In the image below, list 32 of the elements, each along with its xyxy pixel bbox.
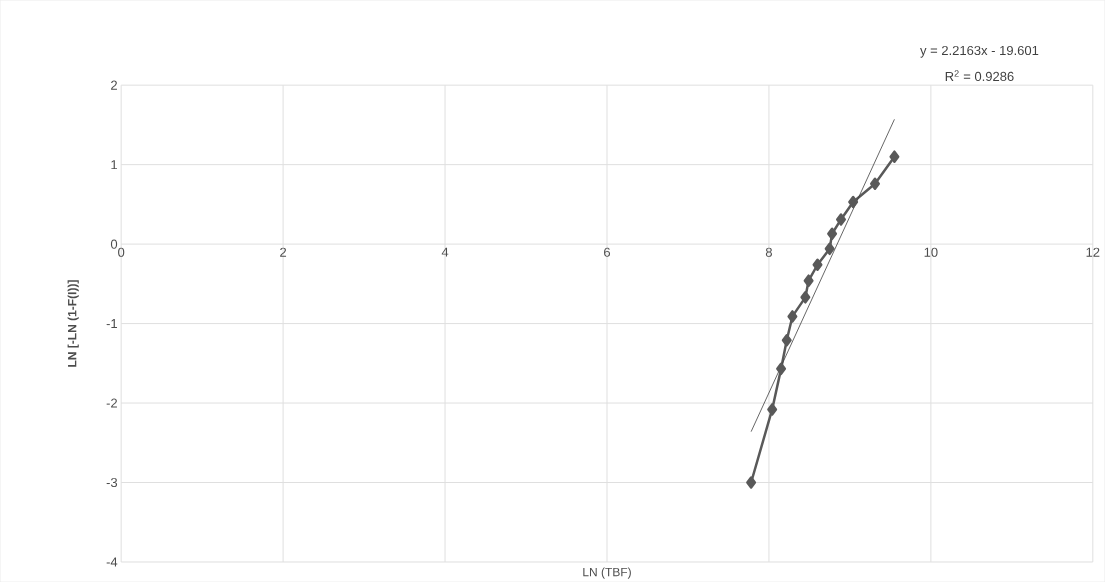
y-tick-label: -1 [106,319,118,328]
text: y = 2.2163x - 19.601 [920,45,1039,58]
point [767,403,778,416]
y-tick-label: 1 [111,160,118,170]
x-tick-label: 4 [441,247,449,257]
x-tick-label: 12 [1086,247,1100,257]
point [889,150,900,163]
point [776,362,787,376]
x-tick-label: 0 [118,247,125,257]
y-tick-label: 0 [110,239,118,249]
point [824,242,835,256]
x-axis-title: LN (TBF) [583,567,631,579]
x-tick-label: 10 [924,247,938,257]
point [827,227,838,240]
x-tick-label: 6 [604,247,611,257]
point [812,258,823,271]
point [746,476,757,489]
y-tick-label: -3 [106,477,118,488]
y-tick-label: 2 [111,80,117,90]
y-tick-label: -2 [106,398,117,408]
point [781,333,792,347]
point [870,177,880,190]
x-tick-label: 2 [280,247,287,257]
point [848,195,859,209]
point [787,310,798,323]
point [800,291,811,304]
point [803,274,814,287]
y-tick-label: -4 [106,557,118,567]
point [835,213,846,226]
text: R$^{2}$ = 0.9286 [945,70,1014,81]
x-tick-label: 8 [765,247,772,257]
y-axis-title: LN [-LN (1-F(I))] [67,280,79,367]
